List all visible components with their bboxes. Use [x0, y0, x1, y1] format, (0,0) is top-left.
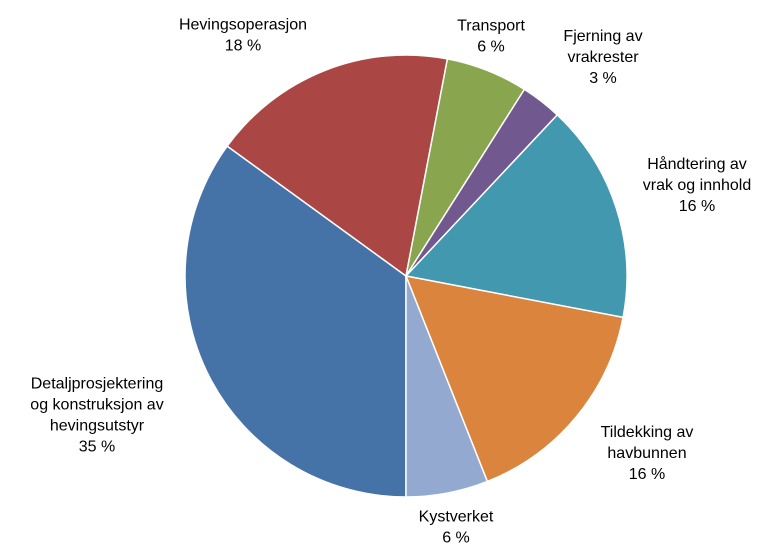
- pie-slice: [404, 275, 624, 483]
- value-label: 6 %: [442, 530, 470, 545]
- pie-slice: [226, 54, 449, 278]
- category-label: Fjerning av vrakrester: [563, 28, 642, 66]
- value-label: 16 %: [629, 466, 665, 483]
- value-label: 6 %: [477, 39, 505, 56]
- category-label: Hevingsoperasjon: [179, 17, 307, 34]
- value-label: 35 %: [79, 439, 115, 456]
- category-label: Håndtering av vrak og innhold: [643, 155, 752, 194]
- category-label: Detaljprosjektering og konstruksjon av hev…: [30, 376, 163, 435]
- value-label: 18 %: [225, 38, 261, 55]
- pie-slice: [184, 145, 407, 498]
- category-label: Kystverket: [419, 509, 494, 526]
- pie-slice: [404, 113, 628, 319]
- value-label: 3 %: [589, 70, 617, 87]
- category-label: Transport: [457, 18, 525, 35]
- pie-slice: [405, 275, 489, 498]
- category-label: Tildekking av havbunnen: [601, 424, 694, 462]
- value-label: 16 %: [679, 198, 715, 215]
